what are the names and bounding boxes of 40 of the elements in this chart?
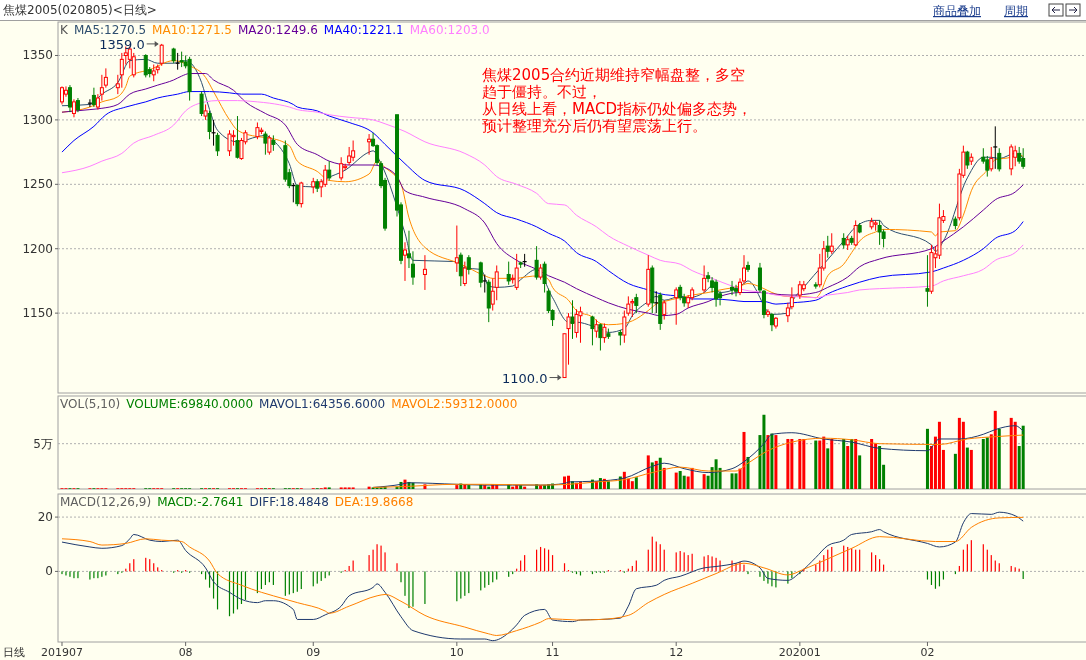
annotation: 预计整理充分后仍有望震荡上行。 bbox=[482, 117, 707, 135]
x-tick-label: 201907 bbox=[40, 646, 83, 659]
chart-title: 焦煤2005(020805)<日线> bbox=[3, 3, 157, 17]
text: VOLUME:69840.0000 bbox=[126, 397, 254, 411]
chart-title: MACD(12,26,9) bbox=[60, 495, 152, 509]
x-tick-label: 09 bbox=[306, 646, 321, 659]
chart-subtitle: K bbox=[60, 23, 69, 37]
series-label: MA5:1270.5 bbox=[73, 23, 147, 37]
text: 商品叠加 bbox=[933, 4, 981, 18]
y-tick-label: 0 bbox=[45, 564, 53, 579]
text: MA20:1249.6 bbox=[237, 23, 318, 37]
text: MACD:-2.7641 bbox=[157, 495, 244, 509]
text: DEA:19.8668 bbox=[334, 495, 414, 509]
y-tick-label: 1250 bbox=[22, 177, 53, 192]
text: MA40:1221.1 bbox=[323, 23, 404, 37]
y-tick-label: 1350 bbox=[22, 48, 53, 63]
x-tick-label: 11 bbox=[545, 646, 560, 659]
y-tick-label: 1300 bbox=[22, 112, 53, 127]
text: DIFF:18.4848 bbox=[249, 495, 329, 509]
text: MA10:1271.5 bbox=[152, 23, 232, 37]
annotation: 焦煤2005合约近期维持窄幅盘整，多空 bbox=[482, 66, 746, 84]
x-tick-label: 12 bbox=[669, 646, 684, 659]
annotation: 1100.0 bbox=[502, 370, 548, 386]
y-tick-label: 20 bbox=[37, 510, 53, 525]
x-axis-title: 日线 bbox=[3, 646, 25, 659]
y-tick-label: 1150 bbox=[22, 306, 53, 321]
x-tick-label: 10 bbox=[449, 646, 464, 659]
x-tick-label: 02 bbox=[920, 646, 935, 659]
annotation: 从日线上看，MACD指标仍处偏多态势， bbox=[482, 100, 752, 118]
text: MAVOL2:59312.0000 bbox=[391, 397, 518, 411]
x-tick-label: 202001 bbox=[778, 646, 821, 659]
x-tick-label: 08 bbox=[178, 646, 193, 659]
y-tick-label: 1200 bbox=[22, 241, 53, 256]
annotation: 1359.0 bbox=[99, 36, 145, 52]
text: MAVOL1:64356.6000 bbox=[259, 397, 386, 411]
annotation: 趋于僵持。不过， bbox=[482, 83, 602, 101]
ref-line-label: 5万 bbox=[33, 436, 53, 451]
text: 周期 bbox=[1004, 4, 1028, 18]
text: MA60:1203.0 bbox=[409, 23, 490, 37]
chart-title: VOL(5,10) bbox=[60, 397, 121, 411]
